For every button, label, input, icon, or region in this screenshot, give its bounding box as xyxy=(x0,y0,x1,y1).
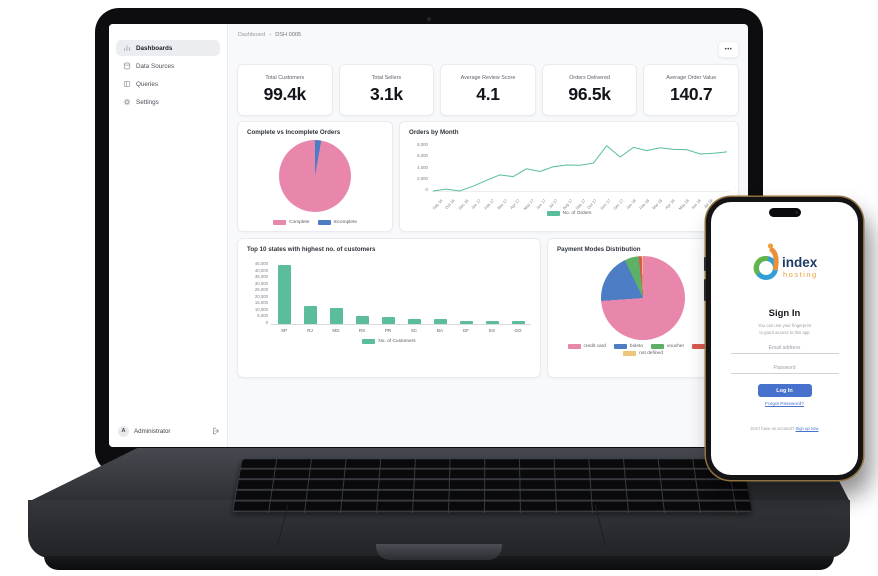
dashboard-main: Dashboard › DSH 0005 ••• Total Customers… xyxy=(228,24,748,447)
kpi-value: 99.4k xyxy=(264,84,306,105)
payment-pie-chart xyxy=(601,256,685,340)
login-button[interactable]: Log In xyxy=(758,384,812,397)
bar xyxy=(505,321,531,324)
phone-side-button xyxy=(704,257,706,271)
breadcrumb-root[interactable]: Dashboard xyxy=(238,32,265,38)
kpi-row: Total Customers 99.4k Total Sellers 3.1k Ave… xyxy=(237,64,739,116)
orders-pie-chart xyxy=(279,140,351,212)
kpi-card: Orders Delivered 96.5k xyxy=(542,64,638,116)
sidebar-user: A Administrator xyxy=(116,423,220,439)
kpi-label: Average Order Value xyxy=(666,75,716,81)
kpi-value: 4.1 xyxy=(476,84,499,105)
legend-item: credit card xyxy=(568,344,606,349)
kpi-card: Total Customers 99.4k xyxy=(237,64,333,116)
laptop-keyboard xyxy=(232,459,752,513)
sidebar-item-queries[interactable]: Queries xyxy=(116,76,220,92)
index-hosting-logo: index hosting xyxy=(711,242,858,284)
bar xyxy=(479,321,505,324)
laptop-bezel: Dashboards Data Sources Queries Settings A … xyxy=(95,8,763,474)
chart-title: Top 10 states with highest no. of custom… xyxy=(247,246,531,253)
bar xyxy=(453,321,479,324)
kpi-card: Average Review Score 4.1 xyxy=(440,64,536,116)
bar-plot: SP RJ MG RS PR SC BA DF ES GO xyxy=(271,261,531,336)
sidebar-item-settings[interactable]: Settings xyxy=(116,94,220,110)
legend-item: voucher xyxy=(651,344,684,349)
card-top-10-states: Top 10 states with highest no. of custom… xyxy=(237,238,541,378)
chart-legend: No. of Customers xyxy=(247,339,531,344)
chart-legend: No. of Orders xyxy=(409,211,729,216)
bar xyxy=(427,319,453,324)
columns-icon xyxy=(123,80,131,88)
bar xyxy=(323,308,349,325)
signin-subtitle: You can use your fingerprint to grant ac… xyxy=(711,323,858,336)
kpi-card: Total Sellers 3.1k xyxy=(339,64,435,116)
sidebar-item-dashboards[interactable]: Dashboards xyxy=(116,40,220,56)
front-camera-dot xyxy=(795,211,798,214)
legend-item: boleto xyxy=(614,344,643,349)
gear-icon xyxy=(123,98,131,106)
username: Administrator xyxy=(134,428,170,435)
webcam-dot xyxy=(427,17,431,21)
sidebar: Dashboards Data Sources Queries Settings A … xyxy=(109,24,228,447)
card-orders-by-month: Orders by Month 8,000 6,000 4,000 2,000 0 Se… xyxy=(399,121,739,232)
chart-title: Payment Modes Distribution xyxy=(557,246,729,253)
legend-item: No. of Orders xyxy=(547,211,592,216)
phone-signin-screen: index hosting Sign In You can use your f… xyxy=(711,202,858,475)
legend-item: not defined xyxy=(623,351,663,356)
laptop-front-notch xyxy=(376,544,502,560)
breadcrumb-current: DSH 0005 xyxy=(275,32,301,38)
password-field[interactable] xyxy=(731,362,839,374)
bar xyxy=(297,306,323,324)
legend-item: Complete xyxy=(273,220,310,225)
chart-legend: Complete Incomplete xyxy=(238,220,392,225)
kpi-label: Total Sellers xyxy=(372,75,401,81)
phone-notch xyxy=(769,208,801,217)
y-axis-ticks: 45,000 40,000 35,000 30,000 25,000 20,000 15,0… xyxy=(247,261,271,325)
database-icon xyxy=(123,62,131,70)
bar xyxy=(401,319,427,324)
bar-chart-icon xyxy=(123,44,131,52)
chart-title: Orders by Month xyxy=(409,129,729,136)
x-axis-labels: Sep 16 Oct 16 Dec 16 Jan 17 Feb 17 Mar 17 Apr … xyxy=(431,192,729,211)
signup-link[interactable]: Sign up now xyxy=(795,426,818,431)
signin-heading: Sign In xyxy=(711,308,858,319)
legend-item: Incomplete xyxy=(318,220,357,225)
bar-chart: 45,000 40,000 35,000 30,000 25,000 20,000 15,0… xyxy=(247,261,531,336)
signup-footer: Don't have an account? Sign up now xyxy=(711,426,858,431)
kpi-label: Orders Delivered xyxy=(569,75,610,81)
line-chart: 8,000 6,000 4,000 2,000 0 xyxy=(409,142,729,192)
phone-mockup: index hosting Sign In You can use your f… xyxy=(706,197,863,480)
kpi-value: 3.1k xyxy=(370,84,403,105)
kpi-value: 140.7 xyxy=(670,84,712,105)
svg-text:hosting: hosting xyxy=(783,270,818,279)
kpi-label: Total Customers xyxy=(265,75,304,81)
phone-volume-button xyxy=(704,279,706,301)
chart-title: Complete vs Incomplete Orders xyxy=(247,129,383,136)
forgot-password-link[interactable]: Forgot Password? xyxy=(711,402,858,407)
kpi-value: 96.5k xyxy=(568,84,610,105)
kpi-card: Average Order Value 140.7 xyxy=(643,64,739,116)
x-axis-labels: SP RJ MG RS PR SC BA DF ES GO xyxy=(271,325,531,336)
logout-icon[interactable] xyxy=(212,427,220,435)
legend-item: No. of Customers xyxy=(362,339,415,344)
sidebar-items: Dashboards Data Sources Queries Settings xyxy=(116,40,220,112)
page: Dashboards Data Sources Queries Settings A … xyxy=(0,0,878,576)
email-field[interactable] xyxy=(731,342,839,354)
sidebar-item-data-sources[interactable]: Data Sources xyxy=(116,58,220,74)
bar xyxy=(375,317,401,324)
chart-legend: credit cardboletovoucherdebitnot defined xyxy=(557,344,729,356)
avatar: A xyxy=(118,426,129,437)
card-complete-vs-incomplete-orders: Complete vs Incomplete Orders Complete In… xyxy=(237,121,393,232)
bar xyxy=(349,316,375,324)
bar xyxy=(271,265,297,324)
svg-text:index: index xyxy=(782,255,818,270)
dashboard-app: Dashboards Data Sources Queries Settings A … xyxy=(109,24,748,447)
breadcrumb: Dashboard › DSH 0005 xyxy=(238,32,301,38)
y-axis-ticks: 8,000 6,000 4,000 2,000 0 xyxy=(409,142,431,192)
kpi-label: Average Review Score xyxy=(461,75,516,81)
line-plot xyxy=(431,142,729,192)
breadcrumb-separator: › xyxy=(269,32,271,38)
dashboard-menu-button[interactable]: ••• xyxy=(718,41,739,58)
